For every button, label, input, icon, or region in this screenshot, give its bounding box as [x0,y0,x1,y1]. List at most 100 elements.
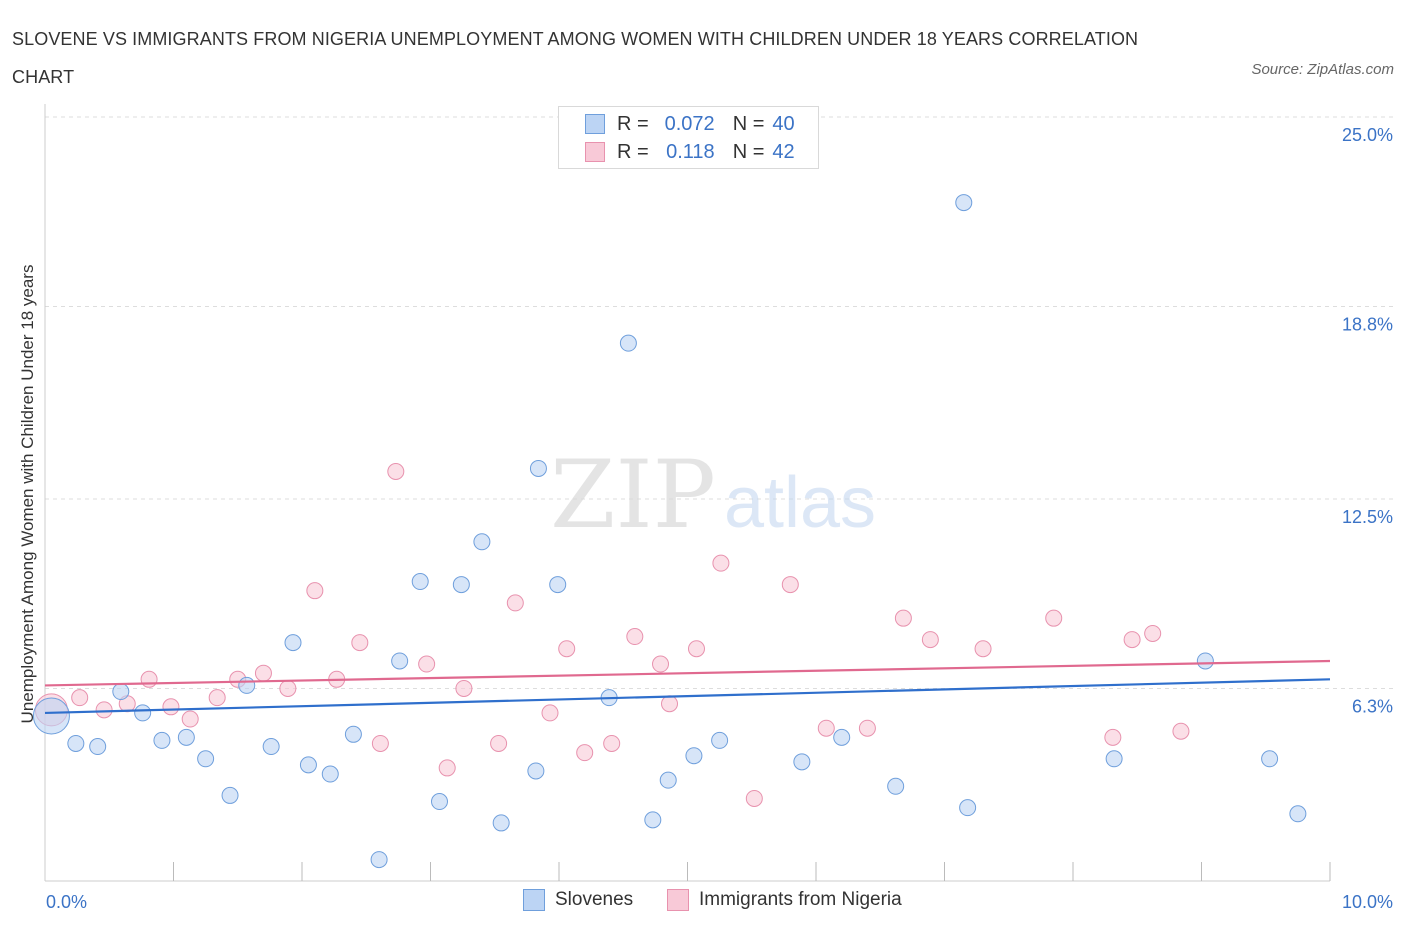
axes: 6.3% 12.5% 18.8% 25.0% 0.0% 10.0% [44,104,1393,912]
n-label: N = [732,112,765,135]
legend-label-nigeria: Immigrants from Nigeria [699,889,902,910]
legend-item-slovenes[interactable]: Slovenes [523,889,633,911]
data-point-nigeria [1104,728,1122,746]
data-point-nigeria [745,789,763,807]
y-tick-label: 18.8% [1342,314,1393,334]
data-point-nigeria [894,609,912,627]
data-point-slovenes [549,576,567,594]
x-tick-label-min: 0.0% [46,892,87,912]
y-tick-label: 12.5% [1342,507,1393,527]
data-point-slovenes [391,652,409,670]
data-point-slovenes [1105,750,1123,768]
data-point-slovenes [1261,750,1279,768]
data-point-nigeria [140,670,158,688]
data-point-nigeria [817,719,835,737]
r-value: 0.072 [664,112,715,135]
data-point-slovenes [411,573,429,591]
legend-row-slovenes: R = 0.072 N = 40 [585,112,795,136]
trend-line-nigeria [44,659,1331,687]
data-point-nigeria [371,734,389,752]
data-point-slovenes [430,793,448,811]
data-point-nigeria [1144,624,1162,642]
data-point-nigeria [208,689,226,707]
data-point-nigeria [603,734,621,752]
data-point-nigeria [455,679,473,697]
data-point-slovenes [527,762,545,780]
data-point-slovenes [284,634,302,652]
data-point-slovenes [197,750,215,768]
data-point-slovenes [452,576,470,594]
gridlines [45,116,1396,689]
data-point-slovenes [685,747,703,765]
n-value: 42 [772,140,795,163]
data-point-nigeria [351,634,369,652]
data-point-nigeria [387,462,405,480]
data-point-slovenes [89,738,107,756]
trend-lines [44,659,1331,715]
n-label: N = [732,140,765,163]
data-point-slovenes [321,765,339,783]
y-axis-title: Unemployment Among Women with Children U… [18,265,37,724]
y-tick-label: 25.0% [1342,125,1393,145]
data-point-nigeria [490,734,508,752]
data-point-nigeria [95,701,113,719]
data-point-nigeria [558,640,576,658]
data-point-slovenes [1289,805,1307,823]
data-point-slovenes [529,459,547,477]
data-point-nigeria [652,655,670,673]
data-point-nigeria [1123,631,1141,649]
data-point-slovenes [67,734,85,752]
data-point-nigeria [858,719,876,737]
data-point-slovenes [473,533,491,551]
legend-item-nigeria[interactable]: Immigrants from Nigeria [667,889,902,911]
data-point-slovenes [177,728,195,746]
data-point-slovenes [344,725,362,743]
data-point-slovenes [262,738,280,756]
data-point-nigeria [1045,609,1063,627]
data-point-slovenes [299,756,317,774]
legend-swatch-pink [585,142,605,162]
data-point-nigeria [626,628,644,646]
legend-swatch-pink [667,889,689,911]
legend-label-slovenes: Slovenes [555,889,634,910]
data-point-slovenes [134,704,152,722]
data-point-nigeria [279,679,297,697]
x-tick-label-max: 10.0% [1342,892,1393,912]
data-point-nigeria [162,698,180,716]
data-point-nigeria [418,655,436,673]
data-point-nigeria [181,710,199,728]
legend-swatch-blue [523,889,545,911]
data-point-nigeria [921,631,939,649]
trend-line-slovenes [44,678,1331,715]
chart-title: SLOVENE VS IMMIGRANTS FROM NIGERIA UNEMP… [12,29,1139,87]
data-point-slovenes [153,731,171,749]
y-tick-label: 6.3% [1352,696,1393,716]
series-legend: Slovenes Immigrants from Nigeria [0,889,1406,915]
data-point-nigeria [306,582,324,600]
series-slovenes-points [32,194,1307,869]
data-point-slovenes [955,194,973,212]
data-point-slovenes [959,799,977,817]
data-point-nigeria [712,554,730,572]
data-point-slovenes [659,771,677,789]
data-point-slovenes [238,676,256,694]
legend-row-nigeria: R = 0.118 N = 42 [585,140,795,164]
data-point-nigeria [576,744,594,762]
data-point-slovenes [1196,652,1214,670]
watermark-zip: ZIP [550,441,716,550]
data-point-nigeria [1172,722,1190,740]
data-point-slovenes [112,683,130,701]
data-point-nigeria [438,759,456,777]
data-point-nigeria [541,704,559,722]
data-point-slovenes [887,777,905,795]
data-point-slovenes [370,851,388,869]
data-point-nigeria [254,664,272,682]
data-point-slovenes [711,731,729,749]
data-point-nigeria [974,640,992,658]
data-point-nigeria [661,695,679,713]
data-point-slovenes [644,811,662,829]
source-credit: Source: ZipAtlas.com [1251,61,1394,78]
legend-swatch-blue [585,114,605,134]
data-point-slovenes [221,786,239,804]
